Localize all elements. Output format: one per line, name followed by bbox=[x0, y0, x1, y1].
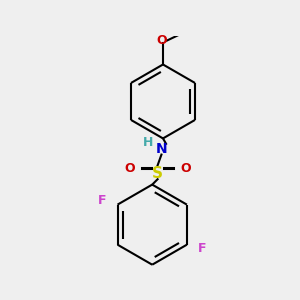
Text: O: O bbox=[124, 162, 135, 175]
Text: F: F bbox=[98, 194, 106, 207]
Text: F: F bbox=[198, 242, 206, 255]
Text: O: O bbox=[156, 34, 167, 47]
Text: N: N bbox=[156, 142, 167, 156]
Text: O: O bbox=[180, 162, 190, 175]
Text: S: S bbox=[152, 166, 163, 181]
Text: H: H bbox=[143, 136, 154, 149]
